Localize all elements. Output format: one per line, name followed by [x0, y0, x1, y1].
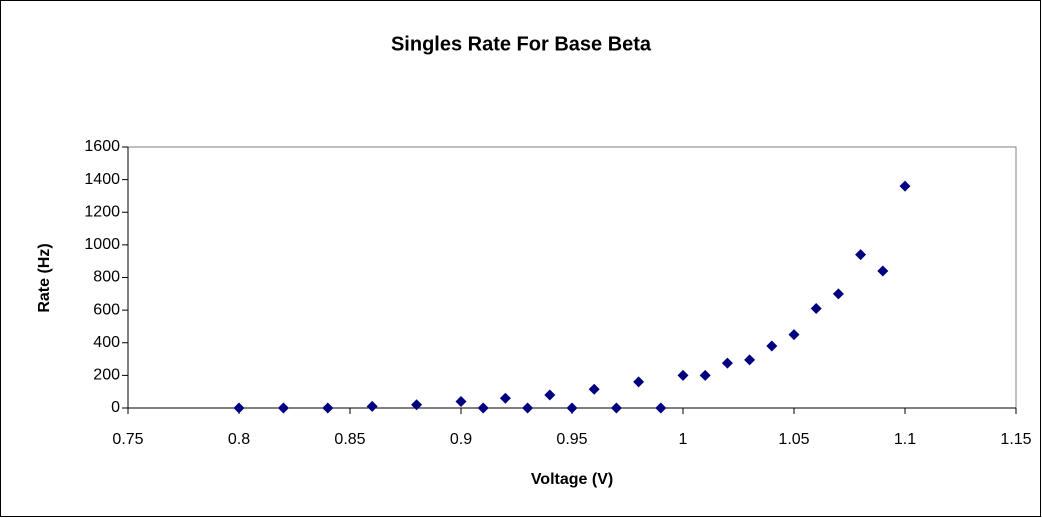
point: [655, 402, 667, 414]
point: [277, 402, 289, 414]
point: [522, 402, 534, 414]
y-tick-label: 200: [93, 367, 120, 384]
point: [233, 402, 245, 414]
point: [677, 369, 689, 381]
x-tick-label: 0.95: [556, 431, 587, 448]
point: [721, 357, 733, 369]
x-tick-label: 1.15: [1000, 431, 1031, 448]
x-tick-label: 1.1: [894, 431, 916, 448]
point: [322, 402, 334, 414]
point: [411, 399, 423, 411]
point: [744, 354, 756, 366]
point: [877, 265, 889, 277]
y-axis-title: Rate (Hz): [36, 243, 53, 312]
x-axis-title: Voltage (V): [531, 471, 613, 488]
x-tick-label: 1.05: [778, 431, 809, 448]
point: [899, 180, 911, 192]
point: [766, 340, 778, 352]
x-tick-label: 0.8: [228, 431, 250, 448]
y-tick-label: 0: [111, 399, 120, 416]
x-tick-label: 1: [679, 431, 688, 448]
point: [455, 395, 467, 407]
chart-title: Singles Rate For Base Beta: [391, 33, 652, 55]
y-tick-label: 800: [93, 269, 120, 286]
point: [588, 383, 600, 395]
y-tick-label: 1600: [84, 138, 120, 155]
point: [544, 389, 556, 401]
point: [366, 400, 378, 412]
point: [477, 402, 489, 414]
point: [610, 402, 622, 414]
point: [633, 376, 645, 388]
point: [832, 288, 844, 300]
point: [699, 369, 711, 381]
x-tick-label: 0.85: [334, 431, 365, 448]
y-tick-label: 400: [93, 334, 120, 351]
point: [855, 249, 867, 261]
point: [810, 302, 822, 314]
y-tick-label: 1000: [84, 236, 120, 253]
point: [788, 329, 800, 341]
x-tick-label: 0.9: [450, 431, 472, 448]
y-tick-label: 1400: [84, 171, 120, 188]
point: [499, 392, 511, 404]
point: [566, 402, 578, 414]
x-tick-label: 0.75: [112, 431, 143, 448]
y-tick-label: 1200: [84, 203, 120, 220]
y-tick-label: 600: [93, 301, 120, 318]
